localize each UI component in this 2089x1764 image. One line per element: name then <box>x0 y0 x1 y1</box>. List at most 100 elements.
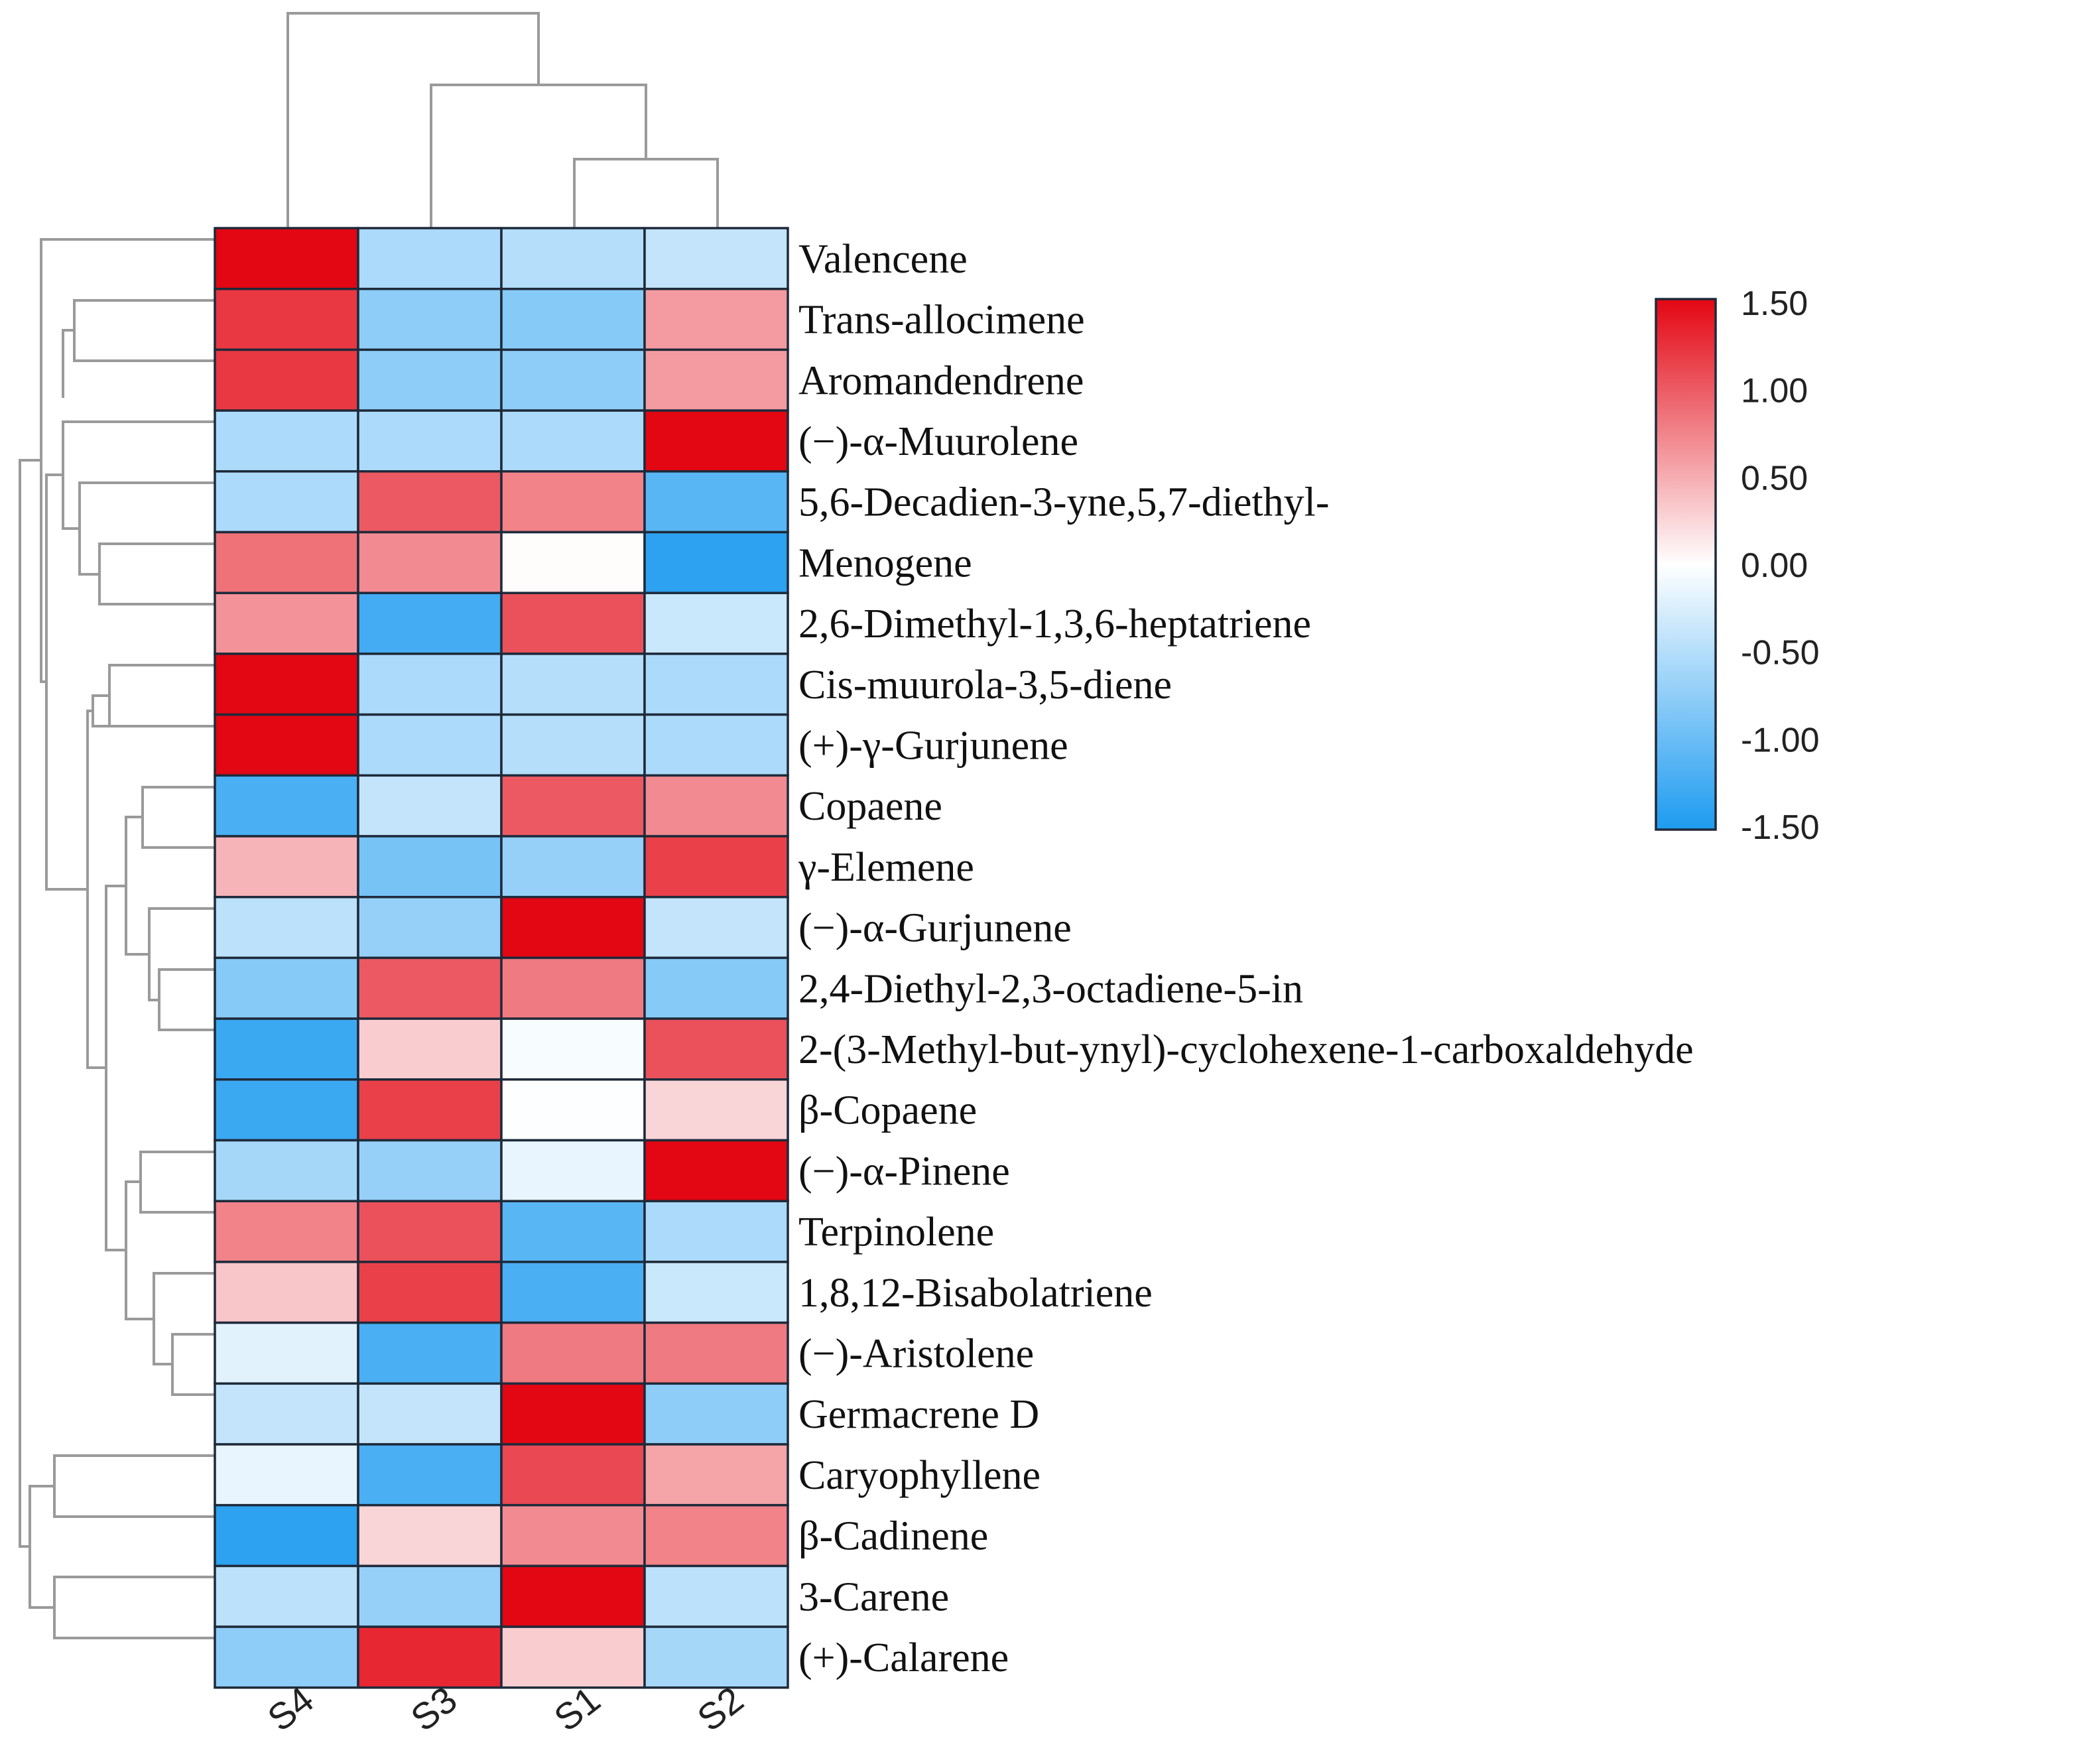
heatmap-cell-s4-row-1 <box>214 227 359 290</box>
heatmap-cell-s2-row-2 <box>643 287 789 351</box>
row-label: Trans-allocimene <box>798 298 1085 343</box>
heatmap-cell-s1-row-24 <box>500 1625 646 1689</box>
row-label: Caryophyllene <box>798 1453 1041 1498</box>
heatmap-cell-s2-row-3 <box>643 348 789 412</box>
color-scale-ticks: 1.50 1.00 0.50 0.00 -0.50 -1.00 -1.50 <box>1741 284 1820 847</box>
heatmap-cell-s1-row-6 <box>500 531 646 594</box>
heatmap-cell-s2-row-19 <box>643 1321 789 1385</box>
heatmap-cell-s4-row-23 <box>214 1564 359 1628</box>
color-scale-legend: 1.50 1.00 0.50 0.00 -0.50 -1.00 -1.50 <box>1655 284 1820 847</box>
heatmap-cell-s2-row-17 <box>643 1200 789 1263</box>
heatmap-cell-s1-row-15 <box>500 1078 646 1142</box>
heatmap-cell-s1-row-20 <box>500 1382 646 1446</box>
heatmap-cell-s3-row-4 <box>357 409 503 473</box>
heatmap-cell-s2-row-9 <box>643 713 789 777</box>
heatmap-cell-s3-row-9 <box>357 713 503 777</box>
heatmap-cell-s4-row-13 <box>214 956 359 1020</box>
heatmap-cell-s1-row-2 <box>500 287 646 351</box>
heatmap-cell-s3-row-18 <box>357 1261 503 1324</box>
heatmap-cell-s3-row-23 <box>357 1564 503 1628</box>
col-dendro-s1-s2 <box>573 158 719 228</box>
heatmap-cell-s3-row-20 <box>357 1382 503 1446</box>
row-label: 2-(3-Methyl-but-ynyl)-cyclohexene-1-carb… <box>798 1027 1694 1072</box>
heatmap-cell-s2-row-13 <box>643 956 789 1020</box>
heatmap-cell-s4-row-16 <box>214 1139 359 1202</box>
row-label: 5,6-Decadien-3-yne,5,7-diethyl- <box>798 480 1330 525</box>
heatmap-cell-s4-row-20 <box>214 1382 359 1446</box>
heatmap-cell-s2-row-14 <box>643 1017 789 1081</box>
heatmap-cell-s1-row-7 <box>500 592 646 655</box>
row-label: Terpinolene <box>798 1210 994 1255</box>
heatmap-cell-s3-row-11 <box>357 835 503 899</box>
row-label: (−)-α-Gurjunene <box>798 906 1072 951</box>
heatmap-cell-s3-row-7 <box>357 592 503 655</box>
heatmap-cell-s3-row-24 <box>357 1625 503 1689</box>
heatmap-cell-s1-row-4 <box>500 409 646 473</box>
heatmap-cell-s4-row-11 <box>214 835 359 899</box>
heatmap-cell-s1-row-19 <box>500 1321 646 1385</box>
heatmap-cell-s1-row-13 <box>500 956 646 1020</box>
heatmap-cell-s2-row-5 <box>643 470 789 534</box>
row-label: 3-Carene <box>798 1574 949 1619</box>
col-dendro-root <box>286 12 540 228</box>
heatmap-cell-s4-row-17 <box>214 1200 359 1263</box>
heatmap-cell-s3-row-8 <box>357 653 503 716</box>
heatmap-cell-s2-row-18 <box>643 1261 789 1324</box>
heatmap-cell-s3-row-17 <box>357 1200 503 1263</box>
heatmap-cell-s3-row-3 <box>357 348 503 412</box>
row-label: Copaene <box>798 784 942 829</box>
color-scale-bar <box>1655 298 1717 831</box>
color-scale-tick-label: 1.50 <box>1741 284 1808 323</box>
heatmap-cell-s3-row-15 <box>357 1078 503 1142</box>
row-label: (−)-Aristolene <box>798 1331 1034 1376</box>
heatmap-cell-s2-row-1 <box>643 227 789 290</box>
heatmap-cell-s3-row-2 <box>357 287 503 351</box>
row-label: 2,4-Diethyl-2,3-octadiene-5-in <box>798 966 1303 1011</box>
heatmap-cell-s4-row-4 <box>214 409 359 473</box>
heatmap-cell-s1-row-23 <box>500 1564 646 1628</box>
heatmap-cell-s4-row-21 <box>214 1443 359 1507</box>
heatmap-cell-s1-row-3 <box>500 348 646 412</box>
heatmap-cell-s2-row-4 <box>643 409 789 473</box>
heatmap-cell-s3-row-14 <box>357 1017 503 1081</box>
heatmap-cell-s2-row-6 <box>643 531 789 594</box>
heatmap-cell-s4-row-10 <box>214 774 359 838</box>
heatmap-cell-s2-row-7 <box>643 592 789 655</box>
heatmap-cells <box>214 227 789 1689</box>
heatmap-cell-s2-row-12 <box>643 895 789 960</box>
row-label: β-Cadinene <box>798 1514 988 1559</box>
color-scale-tick-label: -0.50 <box>1741 634 1820 672</box>
heatmap-cell-s4-row-9 <box>214 713 359 777</box>
row-labels: Valencene Trans-allocimene Aromandendrene (… <box>798 237 1694 1680</box>
row-label: (+)-γ-Gurjunene <box>798 723 1068 768</box>
heatmap-cell-s4-row-22 <box>214 1503 359 1568</box>
heatmap-cell-s4-row-12 <box>214 895 359 960</box>
heatmap-cell-s1-row-11 <box>500 835 646 899</box>
heatmap-cell-s1-row-9 <box>500 713 646 777</box>
heatmap-cell-s4-row-5 <box>214 470 359 534</box>
color-scale-tick-label: 1.00 <box>1741 372 1808 410</box>
heatmap-cell-s1-row-16 <box>500 1139 646 1202</box>
row-label: Cis-muurola-3,5-diene <box>798 662 1172 708</box>
heatmap-cell-s3-row-10 <box>357 774 503 838</box>
heatmap-cell-s1-row-5 <box>500 470 646 534</box>
row-dendrogram <box>19 238 215 1639</box>
heatmap-cell-s3-row-22 <box>357 1503 503 1568</box>
color-scale-tick-label: -1.00 <box>1741 721 1820 759</box>
heatmap-cell-s3-row-13 <box>357 956 503 1020</box>
heatmap-cell-s2-row-10 <box>643 774 789 838</box>
col-dendro-s3-cluster <box>430 84 647 228</box>
column-dendrogram <box>286 12 719 228</box>
row-label: (−)-α-Pinene <box>798 1149 1010 1194</box>
color-scale-tick-label: 0.50 <box>1741 459 1808 497</box>
row-label: Menogene <box>798 540 972 586</box>
row-label: Aromandendrene <box>798 358 1084 403</box>
heatmap-cell-s4-row-6 <box>214 531 359 594</box>
row-label: Valencene <box>798 237 968 282</box>
heatmap-cell-s3-row-16 <box>357 1139 503 1202</box>
color-scale-tick-label: -1.50 <box>1741 808 1820 847</box>
heatmap-cell-s3-row-5 <box>357 470 503 534</box>
row-label: Germacrene D <box>798 1392 1039 1437</box>
row-label: γ-Elemene <box>798 845 974 890</box>
